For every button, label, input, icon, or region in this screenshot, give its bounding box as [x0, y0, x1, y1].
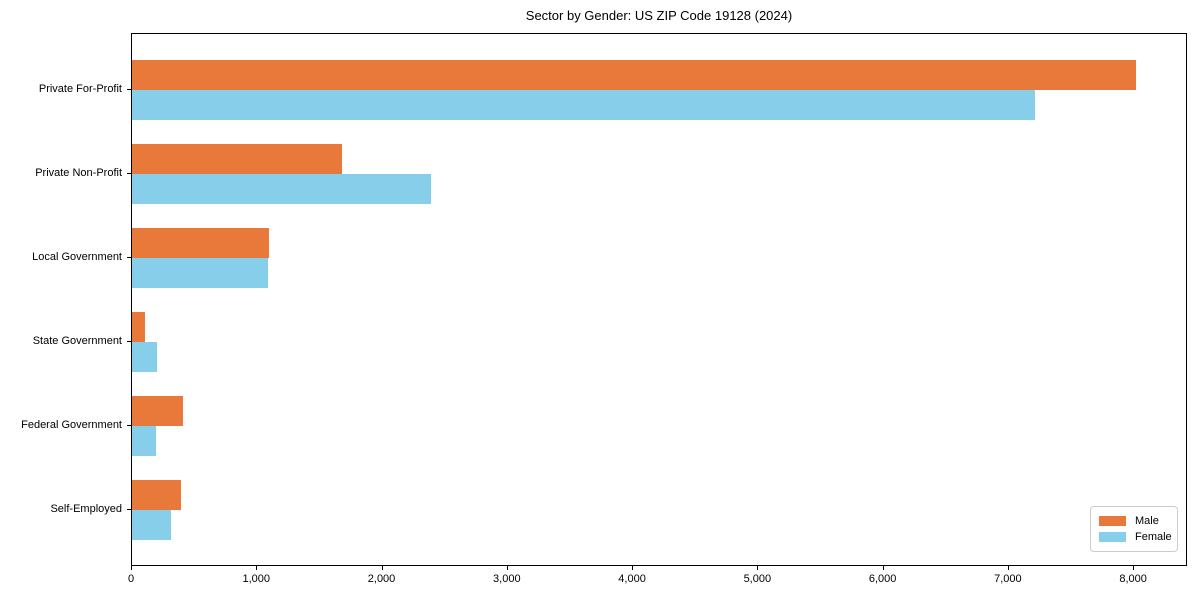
y-tick-mark	[127, 89, 131, 90]
x-tick-label: 7,000	[994, 573, 1022, 585]
bar-male-1	[132, 60, 1136, 90]
bar-male-2	[132, 144, 343, 174]
bar-male-6	[132, 480, 181, 510]
bar-female-1	[132, 90, 1035, 120]
legend-label: Male	[1135, 515, 1159, 527]
x-tick-mark	[757, 566, 759, 570]
y-axis-label: Private For-Profit	[38, 83, 122, 95]
bar-male-3	[132, 228, 269, 258]
legend-swatch-icon	[1099, 532, 1126, 542]
x-tick-label: 5,000	[743, 573, 772, 585]
x-tick-mark	[381, 566, 383, 570]
legend: Male Female	[1090, 506, 1178, 552]
x-tick-label: 8,000	[1119, 573, 1147, 585]
x-tick-label: 3,000	[493, 573, 521, 585]
bar-male-5	[132, 396, 184, 426]
x-tick-mark	[131, 566, 132, 570]
y-axis-label: Local Government	[32, 251, 122, 263]
legend-label: Female	[1135, 531, 1172, 543]
x-tick-mark	[632, 566, 634, 570]
y-axis-label: State Government	[32, 335, 122, 347]
x-tick-mark	[1133, 566, 1135, 570]
x-tick-label: 6,000	[868, 573, 897, 585]
bar-male-4	[132, 312, 146, 342]
legend-entry-male: Male	[1099, 513, 1169, 529]
y-axis-label: Private Non-Profit	[35, 167, 122, 179]
y-axis-label: Self-Employed	[50, 503, 122, 515]
bar-female-5	[132, 426, 157, 456]
x-tick-mark	[506, 566, 508, 570]
bar-female-6	[132, 510, 171, 540]
legend-swatch-icon	[1099, 516, 1126, 526]
x-tick-label: 0	[127, 573, 135, 585]
x-tick-label: 2,000	[367, 573, 396, 585]
bar-female-3	[132, 258, 268, 288]
x-tick-label: 1,000	[242, 573, 271, 585]
y-tick-mark	[127, 425, 131, 426]
y-axis-label: Federal Government	[21, 419, 122, 431]
chart-title: Sector by Gender: US ZIP Code 19128 (202…	[525, 8, 793, 23]
x-tick-mark	[256, 566, 258, 570]
x-tick-label: 4,000	[618, 573, 646, 585]
x-tick-mark	[882, 566, 884, 570]
legend-entry-female: Female	[1099, 529, 1172, 545]
x-tick-mark	[1007, 566, 1009, 570]
bar-female-4	[132, 342, 157, 372]
bar-female-2	[132, 174, 431, 204]
plot-area	[131, 33, 1187, 566]
y-tick-mark	[127, 341, 131, 342]
y-tick-mark	[127, 173, 131, 174]
y-tick-mark	[127, 509, 131, 510]
y-tick-mark	[127, 257, 131, 258]
